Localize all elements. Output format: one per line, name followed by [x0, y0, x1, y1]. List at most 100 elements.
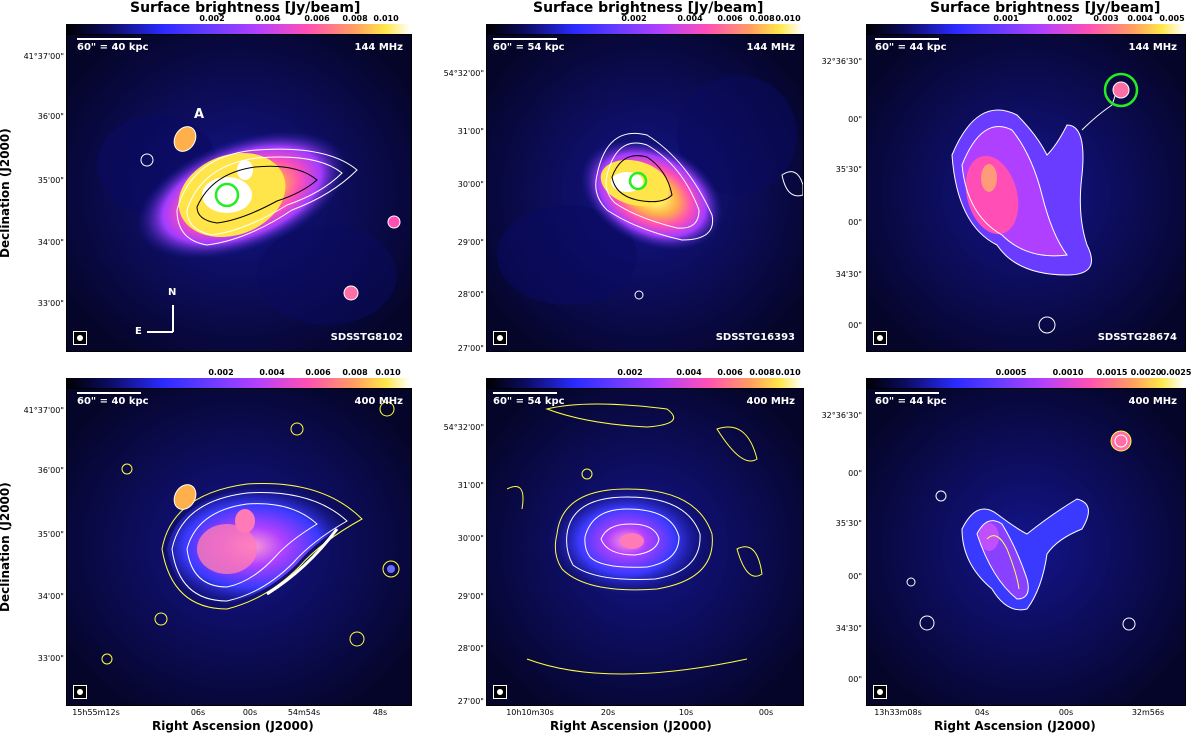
colorbar-tick: 0.002	[617, 368, 643, 377]
colorbar-tick: 0.010	[373, 14, 399, 23]
y-axis-label: Declination (J2000)	[0, 482, 12, 612]
x-tick: 04s	[974, 708, 990, 717]
y-tick: 35'00"	[37, 530, 64, 539]
x-tick: 15h55m12s	[72, 708, 120, 717]
frequency-label: 144 MHz	[1128, 42, 1178, 53]
frequency-label: 144 MHz	[746, 42, 796, 53]
radio-map: 60" = 40 kpc 400 MHz	[66, 388, 412, 706]
colorbar-tick: 0.010	[375, 368, 401, 377]
colorbar-tick: 0.008	[749, 368, 775, 377]
x-axis-label: Right Ascension (J2000)	[550, 719, 712, 733]
colorbar	[66, 378, 410, 388]
beam-icon	[873, 331, 887, 345]
y-tick: 35'00"	[37, 176, 64, 185]
x-tick: 00s	[1058, 708, 1074, 717]
y-tick: 29'00"	[457, 238, 484, 247]
scale-bar: 60" = 40 kpc	[77, 392, 149, 407]
y-tick: 27'00"	[457, 697, 484, 706]
radio-emission	[67, 35, 411, 351]
y-tick: 00"	[848, 675, 862, 684]
y-tick: 41°37'00"	[23, 406, 64, 415]
compass-north: N	[168, 287, 177, 298]
radio-map: A 60" = 40 kpc 144 MHz SDSSTG8102 N E	[66, 34, 412, 352]
colorbar-tick: 0.004	[259, 368, 285, 377]
radio-emission	[487, 35, 803, 351]
y-tick: 34'30"	[835, 624, 862, 633]
y-tick: 27'00"	[457, 344, 484, 353]
beam-icon	[73, 685, 87, 699]
y-tick: 30'00"	[457, 180, 484, 189]
colorbar-tick: 0.0010	[1052, 368, 1084, 377]
y-tick: 00"	[848, 218, 862, 227]
scale-bar: 60" = 44 kpc	[875, 38, 947, 53]
colorbar	[866, 378, 1184, 388]
colorbar	[486, 378, 802, 388]
colorbar-title: Surface brightness [Jy/beam]	[130, 0, 361, 16]
radio-emission	[867, 389, 1185, 705]
x-tick: 48s	[372, 708, 388, 717]
y-tick: 36'00"	[37, 112, 64, 121]
scale-bar: 60" = 54 kpc	[493, 38, 565, 53]
x-tick: 10s	[678, 708, 694, 717]
colorbar	[866, 24, 1184, 34]
y-tick: 28'00"	[457, 644, 484, 653]
y-tick: 32°36'30"	[821, 57, 862, 66]
x-tick: 32m56s	[1131, 708, 1165, 717]
colorbar-tick: 0.006	[717, 14, 743, 23]
radio-emission	[67, 389, 411, 705]
y-tick: 34'00"	[37, 238, 64, 247]
colorbar	[486, 24, 802, 34]
colorbar-tick: 0.008	[342, 368, 368, 377]
radio-map: 60" = 54 kpc 144 MHz SDSSTG16393	[486, 34, 804, 352]
colorbar-tick: 0.002	[621, 14, 647, 23]
y-tick: 31'00"	[457, 481, 484, 490]
y-tick: 32°36'30"	[821, 411, 862, 420]
y-tick: 35'30"	[835, 519, 862, 528]
colorbar-tick: 0.008	[342, 14, 368, 23]
colorbar-tick: 0.004	[676, 368, 702, 377]
y-tick: 54°32'00"	[443, 423, 484, 432]
colorbar-tick: 0.002	[208, 368, 234, 377]
colorbar-tick: 0.002	[199, 14, 225, 23]
y-tick: 34'30"	[835, 270, 862, 279]
radio-map: 60" = 44 kpc 144 MHz SDSSTG28674	[866, 34, 1186, 352]
colorbar-tick: 0.008	[749, 14, 775, 23]
scale-bar: 60" = 40 kpc	[77, 38, 149, 53]
colorbar-tick: 0.006	[304, 14, 330, 23]
galaxy-name: SDSSTG28674	[1097, 332, 1177, 343]
colorbar-tick: 0.003	[1093, 14, 1119, 23]
y-tick: 00"	[848, 321, 862, 330]
colorbar-tick: 0.010	[775, 368, 801, 377]
beam-icon	[493, 331, 507, 345]
colorbar-tick: 0.006	[305, 368, 331, 377]
colorbar-tick: 0.004	[1127, 14, 1153, 23]
y-tick: 29'00"	[457, 592, 484, 601]
colorbar-tick: 0.0005	[995, 368, 1027, 377]
x-tick: 06s	[190, 708, 206, 717]
x-tick: 00s	[758, 708, 774, 717]
scale-bar: 60" = 54 kpc	[493, 392, 565, 407]
colorbar-tick: 0.004	[677, 14, 703, 23]
colorbar-title: Surface brightness [Jy/beam]	[533, 0, 764, 16]
y-tick: 33'00"	[37, 299, 64, 308]
y-tick: 54°32'00"	[443, 69, 484, 78]
y-tick: 34'00"	[37, 592, 64, 601]
y-tick: 30'00"	[457, 534, 484, 543]
colorbar-tick: 0.0015	[1096, 368, 1128, 377]
source-a-label: A	[194, 107, 205, 122]
beam-icon	[493, 685, 507, 699]
y-tick: 31'00"	[457, 127, 484, 136]
colorbar-tick: 0.0020	[1130, 368, 1162, 377]
y-tick: 28'00"	[457, 290, 484, 299]
radio-map: 60" = 44 kpc 400 MHz	[866, 388, 1186, 706]
y-tick: 36'00"	[37, 466, 64, 475]
y-tick: 00"	[848, 115, 862, 124]
y-tick: 00"	[848, 572, 862, 581]
galaxy-name: SDSSTG16393	[715, 332, 795, 343]
colorbar-title: Surface brightness [Jy/beam]	[930, 0, 1161, 16]
y-tick: 41°37'00"	[23, 52, 64, 61]
frequency-label: 400 MHz	[746, 396, 796, 407]
x-axis-label: Right Ascension (J2000)	[934, 719, 1096, 733]
x-tick: 13h33m08s	[874, 708, 922, 717]
y-tick: 33'00"	[37, 654, 64, 663]
